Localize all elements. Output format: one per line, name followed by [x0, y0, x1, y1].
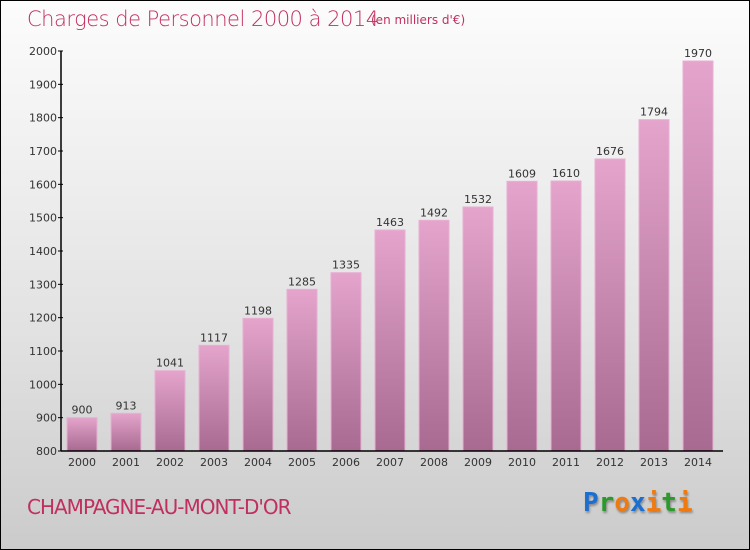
bar-2005 — [286, 288, 318, 452]
bar-2007 — [374, 229, 406, 452]
data-label-2012: 1676 — [596, 145, 624, 158]
data-label-2010: 1609 — [508, 167, 536, 180]
data-label-2002: 1041 — [156, 357, 184, 370]
y-tick-label: 1800 — [29, 112, 57, 125]
x-tick-label: 2010 — [508, 456, 536, 469]
bar-2011 — [550, 180, 582, 452]
data-label-2000: 900 — [72, 404, 93, 417]
x-tick-label: 2009 — [464, 456, 492, 469]
x-tick-label: 2002 — [156, 456, 184, 469]
data-label-2014: 1970 — [684, 47, 712, 60]
chart-subtitle: (en milliers d'€) — [371, 13, 466, 27]
y-tick-label: 1100 — [29, 345, 57, 358]
bar-2013 — [638, 119, 670, 452]
data-label-2005: 1285 — [288, 275, 316, 288]
data-label-2013: 1794 — [640, 106, 668, 119]
x-tick-label: 2011 — [552, 456, 580, 469]
bar-2012 — [594, 158, 626, 452]
bar-2008 — [418, 219, 450, 452]
bar-2014 — [682, 60, 714, 452]
bar-2003 — [198, 344, 230, 452]
bar-2004 — [242, 317, 274, 452]
bar-2006 — [330, 272, 362, 452]
x-tick-label: 2013 — [640, 456, 668, 469]
y-tick-label: 1400 — [29, 245, 57, 258]
y-tick-label: 1700 — [29, 145, 57, 158]
y-tick-label: 800 — [36, 445, 57, 458]
bar-2010 — [506, 180, 538, 452]
bar-2001 — [110, 412, 142, 452]
city-name: CHAMPAGNE-AU-MONT-D'OR — [27, 495, 292, 519]
x-tick-label: 2007 — [376, 456, 404, 469]
x-tick-label: 2003 — [200, 456, 228, 469]
x-tick-label: 2005 — [288, 456, 316, 469]
data-label-2011: 1610 — [552, 167, 580, 180]
data-label-2003: 1117 — [200, 331, 228, 344]
x-tick-label: 2008 — [420, 456, 448, 469]
data-label-2007: 1463 — [376, 216, 404, 229]
y-tick-label: 900 — [36, 412, 57, 425]
bar-2000 — [66, 417, 98, 452]
y-tick-label: 1900 — [29, 78, 57, 91]
x-tick-label: 2001 — [112, 456, 140, 469]
x-tick-label: 2004 — [244, 456, 272, 469]
x-tick-label: 2014 — [684, 456, 712, 469]
x-tick-label: 2006 — [332, 456, 360, 469]
bar-2002 — [154, 370, 186, 452]
proxiti-logo: Proxiti — [583, 488, 693, 518]
chart-title: Charges de Personnel 2000 à 2014 — [27, 7, 379, 31]
y-tick-label: 2000 — [29, 45, 57, 58]
x-tick-label: 2012 — [596, 456, 624, 469]
x-tick-label: 2000 — [68, 456, 96, 469]
data-label-2001: 913 — [116, 399, 137, 412]
y-tick-label: 1200 — [29, 312, 57, 325]
data-label-2004: 1198 — [244, 304, 272, 317]
y-tick-label: 1300 — [29, 278, 57, 291]
y-tick-label: 1500 — [29, 212, 57, 225]
data-label-2006: 1335 — [332, 259, 360, 272]
bar-2009 — [462, 206, 494, 452]
y-tick-label: 1600 — [29, 178, 57, 191]
data-label-2009: 1532 — [464, 193, 492, 206]
y-tick-label: 1000 — [29, 378, 57, 391]
data-label-2008: 1492 — [420, 206, 448, 219]
